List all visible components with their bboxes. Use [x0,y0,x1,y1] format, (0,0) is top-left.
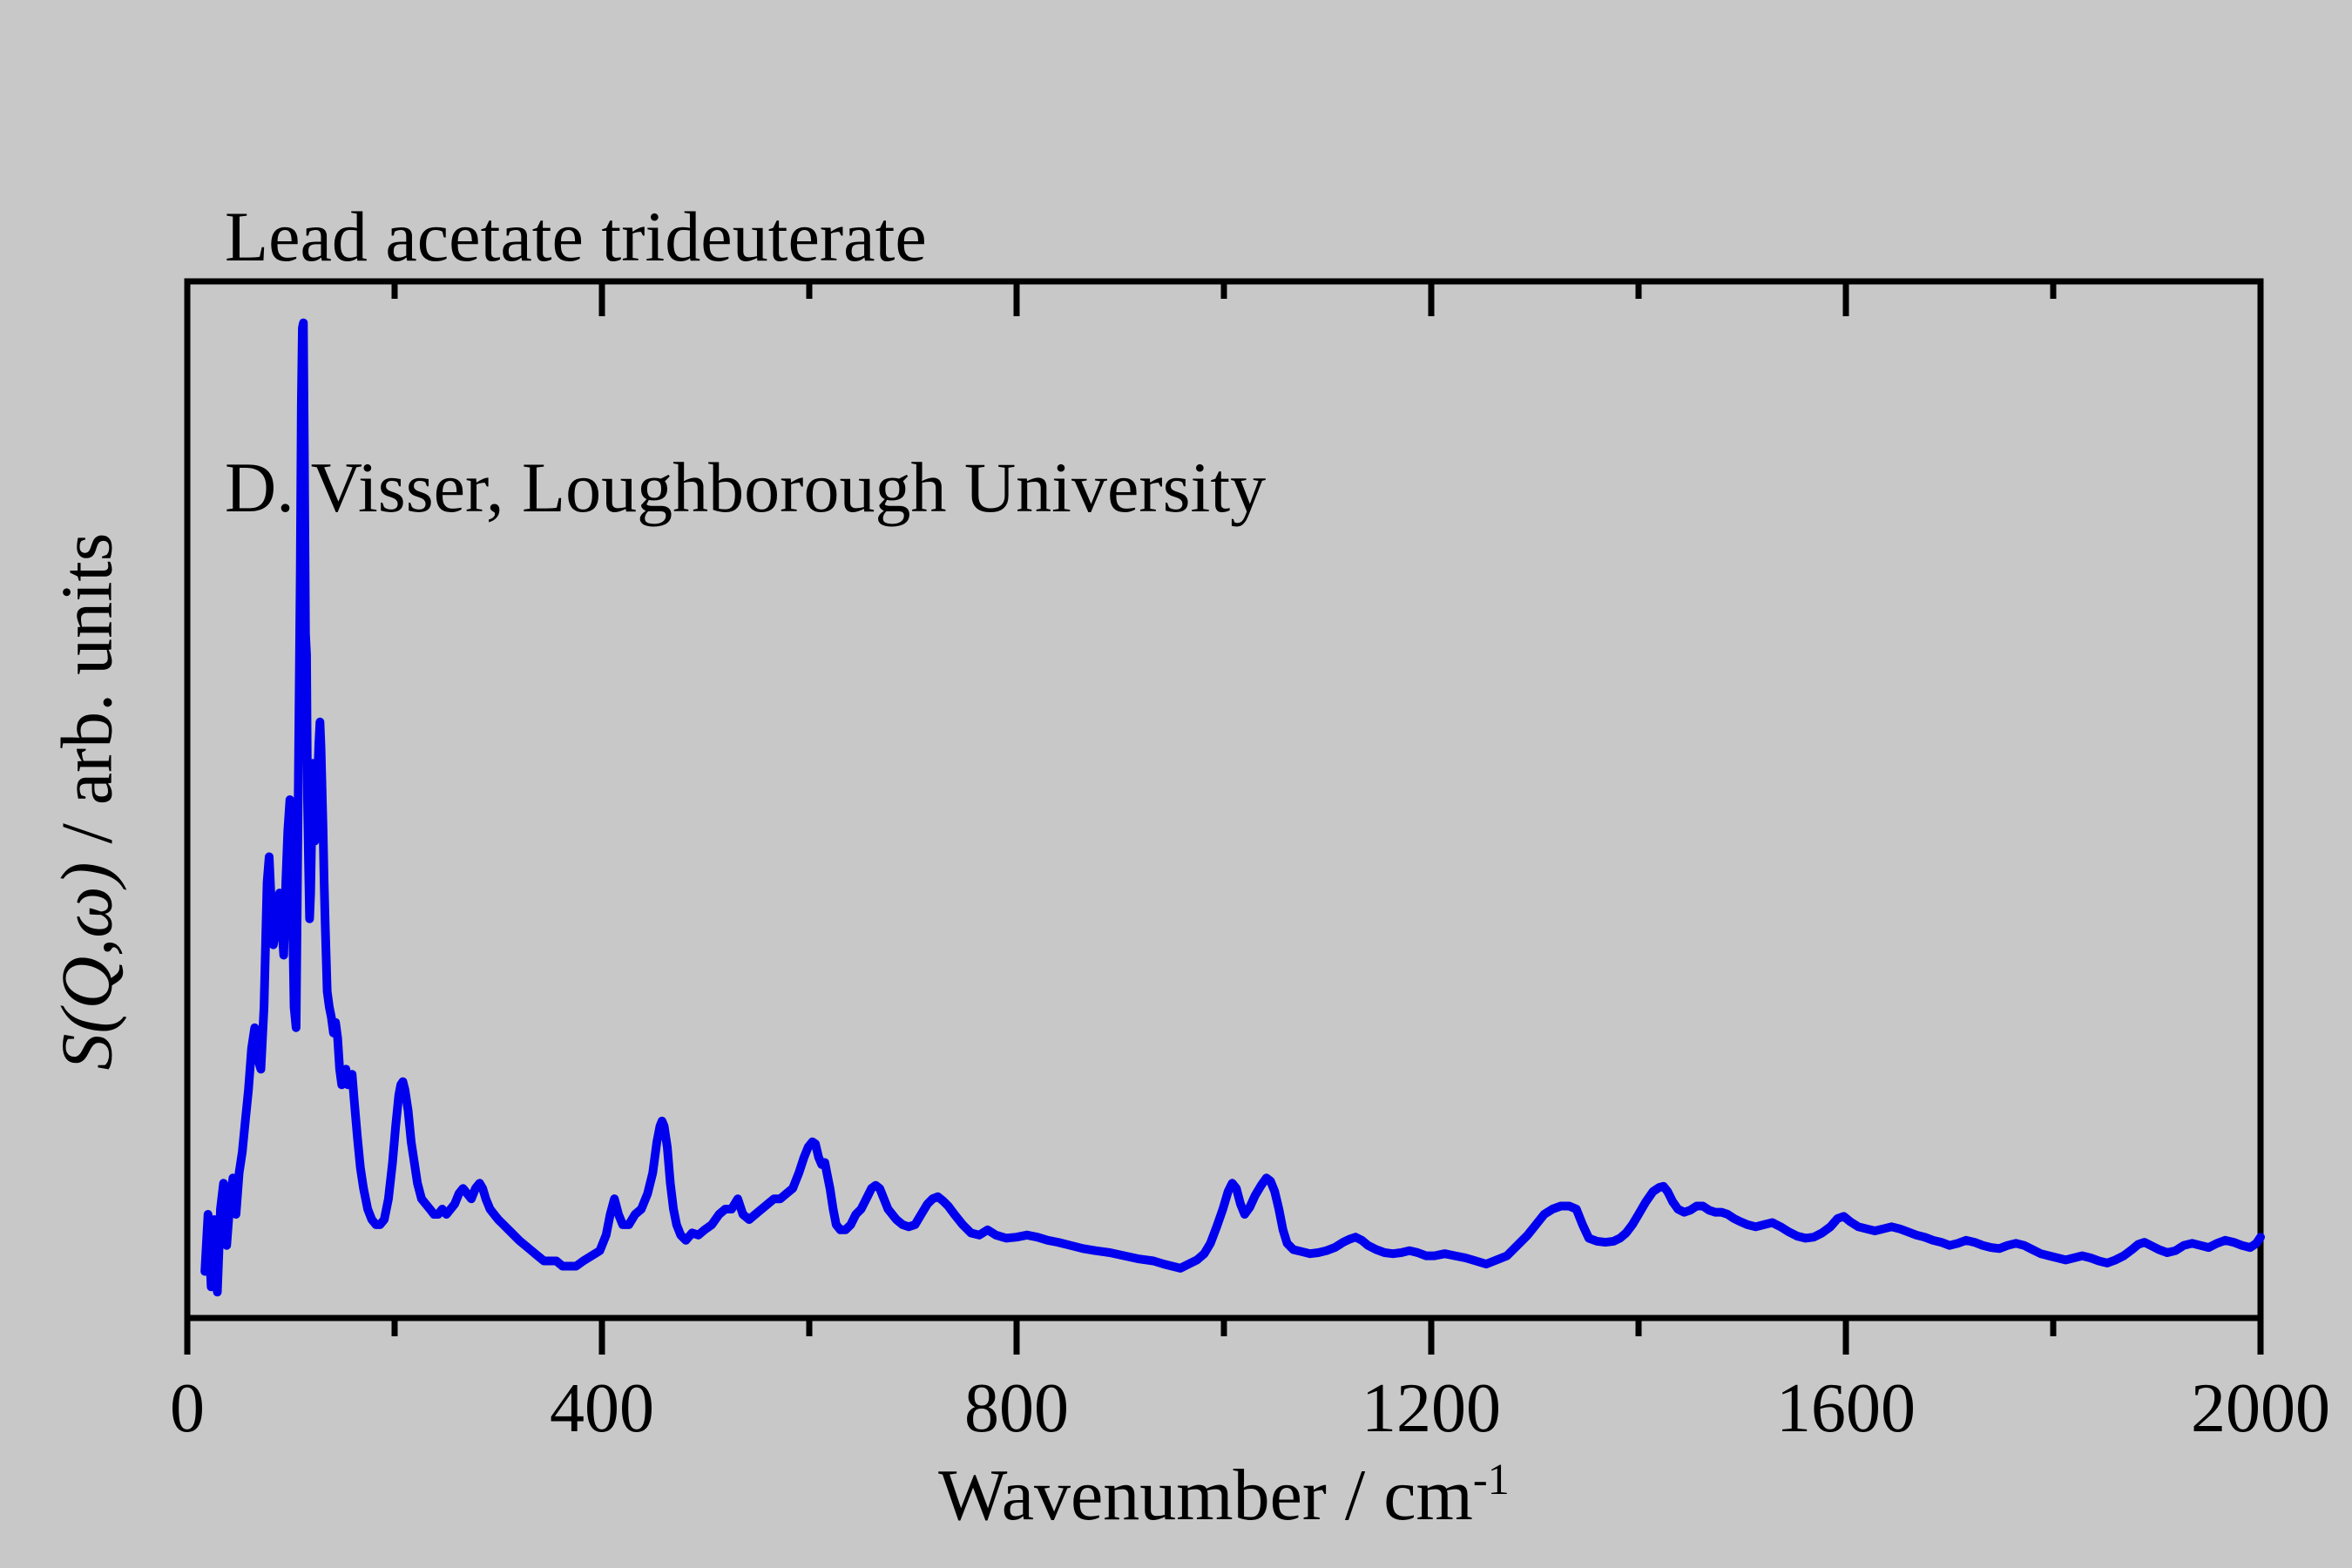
figure-title-block: Lead acetate trideuterate D. Visser, Lou… [225,28,1266,613]
x-axis-label: Wavenumber / cm-1 [938,1453,1510,1538]
x-tick-labels: 0 400 800 1200 1600 2000 [0,1369,2352,1448]
x-tick-label: 1600 [1776,1370,1916,1447]
plot-border [184,278,2264,1321]
y-axis-label: S(Q,ω) / arb. units [45,533,130,1071]
figure-attribution: D. Visser, Loughborough University [225,448,1267,527]
spectrum-curve [200,318,2265,1297]
x-tick-label: 0 [170,1370,205,1447]
y-axis-label-units: / arb. units [46,532,128,862]
y-axis-label-symbol: S(Q,ω) [46,862,128,1071]
x-tick-label: 800 [964,1370,1069,1447]
axis-tick-marks [184,281,2264,1355]
x-axis-label-text: Wavenumber / cm [938,1455,1473,1536]
x-axis-label-exponent: -1 [1472,1455,1510,1504]
x-tick-label: 400 [550,1370,654,1447]
x-tick-label: 2000 [2191,1370,2330,1447]
x-tick-label: 1200 [1362,1370,1501,1447]
figure-title: Lead acetate trideuterate [225,197,927,276]
